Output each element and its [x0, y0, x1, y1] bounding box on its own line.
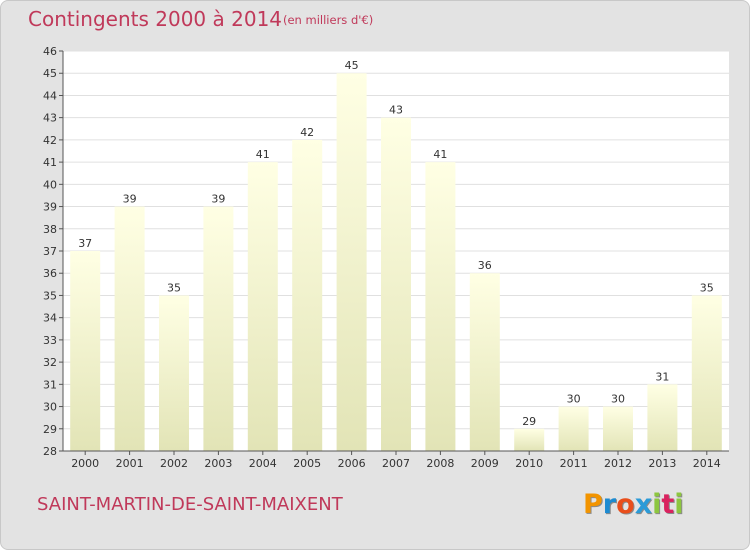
logo-letter: r [602, 489, 617, 520]
y-tick-label: 39 [43, 201, 57, 214]
x-tick-label: 2006 [338, 457, 366, 470]
logo-letter: i [674, 489, 684, 520]
y-tick-label: 42 [43, 134, 57, 147]
bar-value-label: 31 [655, 370, 669, 383]
x-tick-label: 2011 [560, 457, 588, 470]
y-tick-label: 38 [43, 223, 57, 236]
bar-value-label: 41 [433, 148, 447, 161]
bar [603, 406, 633, 451]
y-tick-label: 28 [43, 445, 57, 458]
bar-value-label: 45 [345, 59, 359, 72]
x-tick-label: 2013 [648, 457, 676, 470]
chart-title: Contingents 2000 à 2014 [28, 7, 283, 31]
y-tick-label: 30 [43, 401, 57, 414]
logo-letter: i [652, 489, 662, 520]
proxiti-logo: Proxiti [583, 489, 684, 520]
x-tick-label: 2002 [160, 457, 188, 470]
logo-letter: P [583, 489, 603, 520]
bar [558, 406, 589, 451]
bar [203, 206, 234, 451]
bar [425, 162, 456, 451]
bar [469, 273, 500, 451]
x-tick-label: 2007 [382, 457, 410, 470]
bar [159, 295, 189, 451]
x-tick-label: 2000 [71, 457, 99, 470]
bar [114, 206, 145, 451]
y-tick-label: 41 [43, 156, 57, 169]
x-tick-label: 2003 [204, 457, 232, 470]
x-tick-label: 2012 [604, 457, 632, 470]
x-tick-label: 2010 [515, 457, 543, 470]
y-tick-label: 35 [43, 289, 57, 302]
y-tick-label: 32 [43, 356, 57, 369]
y-tick-label: 44 [43, 89, 57, 102]
x-tick-label: 2008 [426, 457, 454, 470]
y-tick-label: 46 [43, 45, 57, 58]
bar-value-label: 39 [123, 193, 137, 206]
y-tick-label: 34 [43, 312, 57, 325]
y-tick-label: 31 [43, 378, 57, 391]
y-tick-label: 37 [43, 245, 57, 258]
bar-value-label: 29 [522, 415, 536, 428]
bar-value-label: 42 [300, 126, 314, 139]
bar-value-label: 35 [700, 281, 714, 294]
bar-value-label: 30 [611, 393, 625, 406]
bar [514, 428, 545, 451]
logo-letter: o [616, 489, 635, 520]
y-tick-label: 33 [43, 334, 57, 347]
bar-value-label: 35 [167, 281, 181, 294]
bar-value-label: 37 [78, 237, 92, 250]
bar [292, 139, 323, 451]
x-tick-label: 2001 [116, 457, 144, 470]
x-tick-label: 2004 [249, 457, 277, 470]
bar [691, 295, 722, 451]
commune-name: SAINT-MARTIN-DE-SAINT-MAIXENT [37, 494, 343, 515]
y-tick-label: 45 [43, 67, 57, 80]
bar-value-label: 41 [256, 148, 270, 161]
y-tick-label: 40 [43, 178, 57, 191]
bar-value-label: 36 [478, 259, 492, 272]
chart-unit: (en milliers d'€) [283, 13, 374, 27]
bar [336, 73, 367, 451]
y-tick-label: 36 [43, 267, 57, 280]
x-tick-label: 2009 [471, 457, 499, 470]
x-tick-label: 2014 [693, 457, 721, 470]
bar-value-label: 43 [389, 104, 403, 117]
logo-letter: x [634, 489, 653, 520]
y-tick-label: 43 [43, 112, 57, 125]
x-tick-label: 2005 [293, 457, 321, 470]
bar [381, 117, 411, 452]
bar [247, 162, 278, 451]
bar [70, 251, 101, 451]
bar-value-label: 30 [567, 393, 581, 406]
logo-letter: t [661, 489, 675, 520]
y-tick-label: 29 [43, 423, 57, 436]
bar-value-label: 39 [211, 193, 225, 206]
bar [647, 384, 678, 451]
